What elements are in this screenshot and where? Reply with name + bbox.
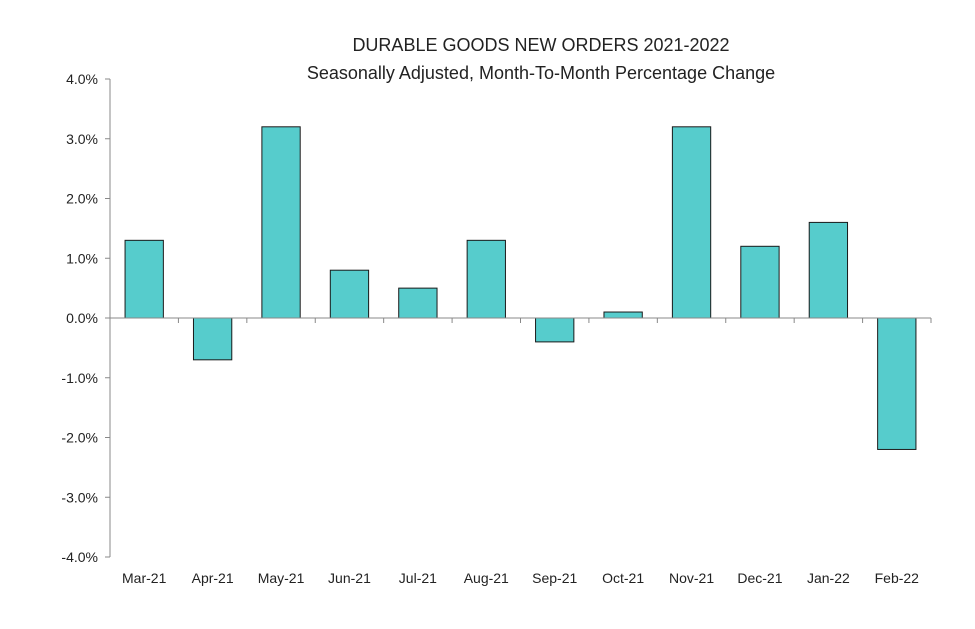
y-tick-label: -3.0% xyxy=(61,489,98,505)
bars xyxy=(124,126,917,450)
y-tick-label: 3.0% xyxy=(66,131,98,147)
x-tick-label: Apr-21 xyxy=(192,570,234,586)
y-tick-label: 0.0% xyxy=(66,310,98,326)
x-axis: Mar-21 Apr-21 May-21 Jun-21 Jul-21 Aug-21 Sep-… xyxy=(109,317,932,586)
y-tick-label: -1.0% xyxy=(61,370,98,386)
y-tick-label: 2.0% xyxy=(66,191,98,207)
y-tick-label: -4.0% xyxy=(61,549,98,565)
bar-dec-21 xyxy=(740,245,780,319)
bar-aug-21 xyxy=(466,239,506,319)
x-tick-label: Aug-21 xyxy=(464,570,509,586)
x-tick-label: Nov-21 xyxy=(669,570,714,586)
x-tick-label: Dec-21 xyxy=(737,570,782,586)
chart-subtitle: Seasonally Adjusted, Month-To-Month Perc… xyxy=(307,63,775,83)
x-tick-label: Feb-22 xyxy=(875,570,920,586)
bar-may-21 xyxy=(261,126,301,319)
bar-jul-21 xyxy=(398,287,438,319)
x-tick-label: Jun-21 xyxy=(328,570,371,586)
x-tick-label: Jan-22 xyxy=(807,570,850,586)
y-tick-label: 1.0% xyxy=(66,250,98,266)
bar-jun-21 xyxy=(329,269,370,319)
bar-apr-21 xyxy=(192,317,233,361)
y-tick-label: 4.0% xyxy=(66,71,98,87)
bar-mar-21 xyxy=(124,239,164,319)
bar-jan-22 xyxy=(808,221,849,319)
bar-oct-21 xyxy=(603,311,643,319)
y-tick-label: -2.0% xyxy=(61,430,98,446)
x-tick-label: Jul-21 xyxy=(399,570,437,586)
x-tick-label: Sep-21 xyxy=(532,570,577,586)
bar-nov-21 xyxy=(671,126,712,319)
bar-feb-22 xyxy=(877,317,917,450)
y-axis: 4.0% 3.0% 2.0% 1.0% 0.0% -1.0% -2.0% -3.0% -4.0% xyxy=(61,71,111,565)
x-tick-label: Mar-21 xyxy=(122,570,167,586)
bar-sep-21 xyxy=(535,317,575,343)
x-tick-label: May-21 xyxy=(258,570,305,586)
chart-title: DURABLE GOODS NEW ORDERS 2021-2022 xyxy=(352,35,729,55)
x-tick-label: Oct-21 xyxy=(602,570,644,586)
